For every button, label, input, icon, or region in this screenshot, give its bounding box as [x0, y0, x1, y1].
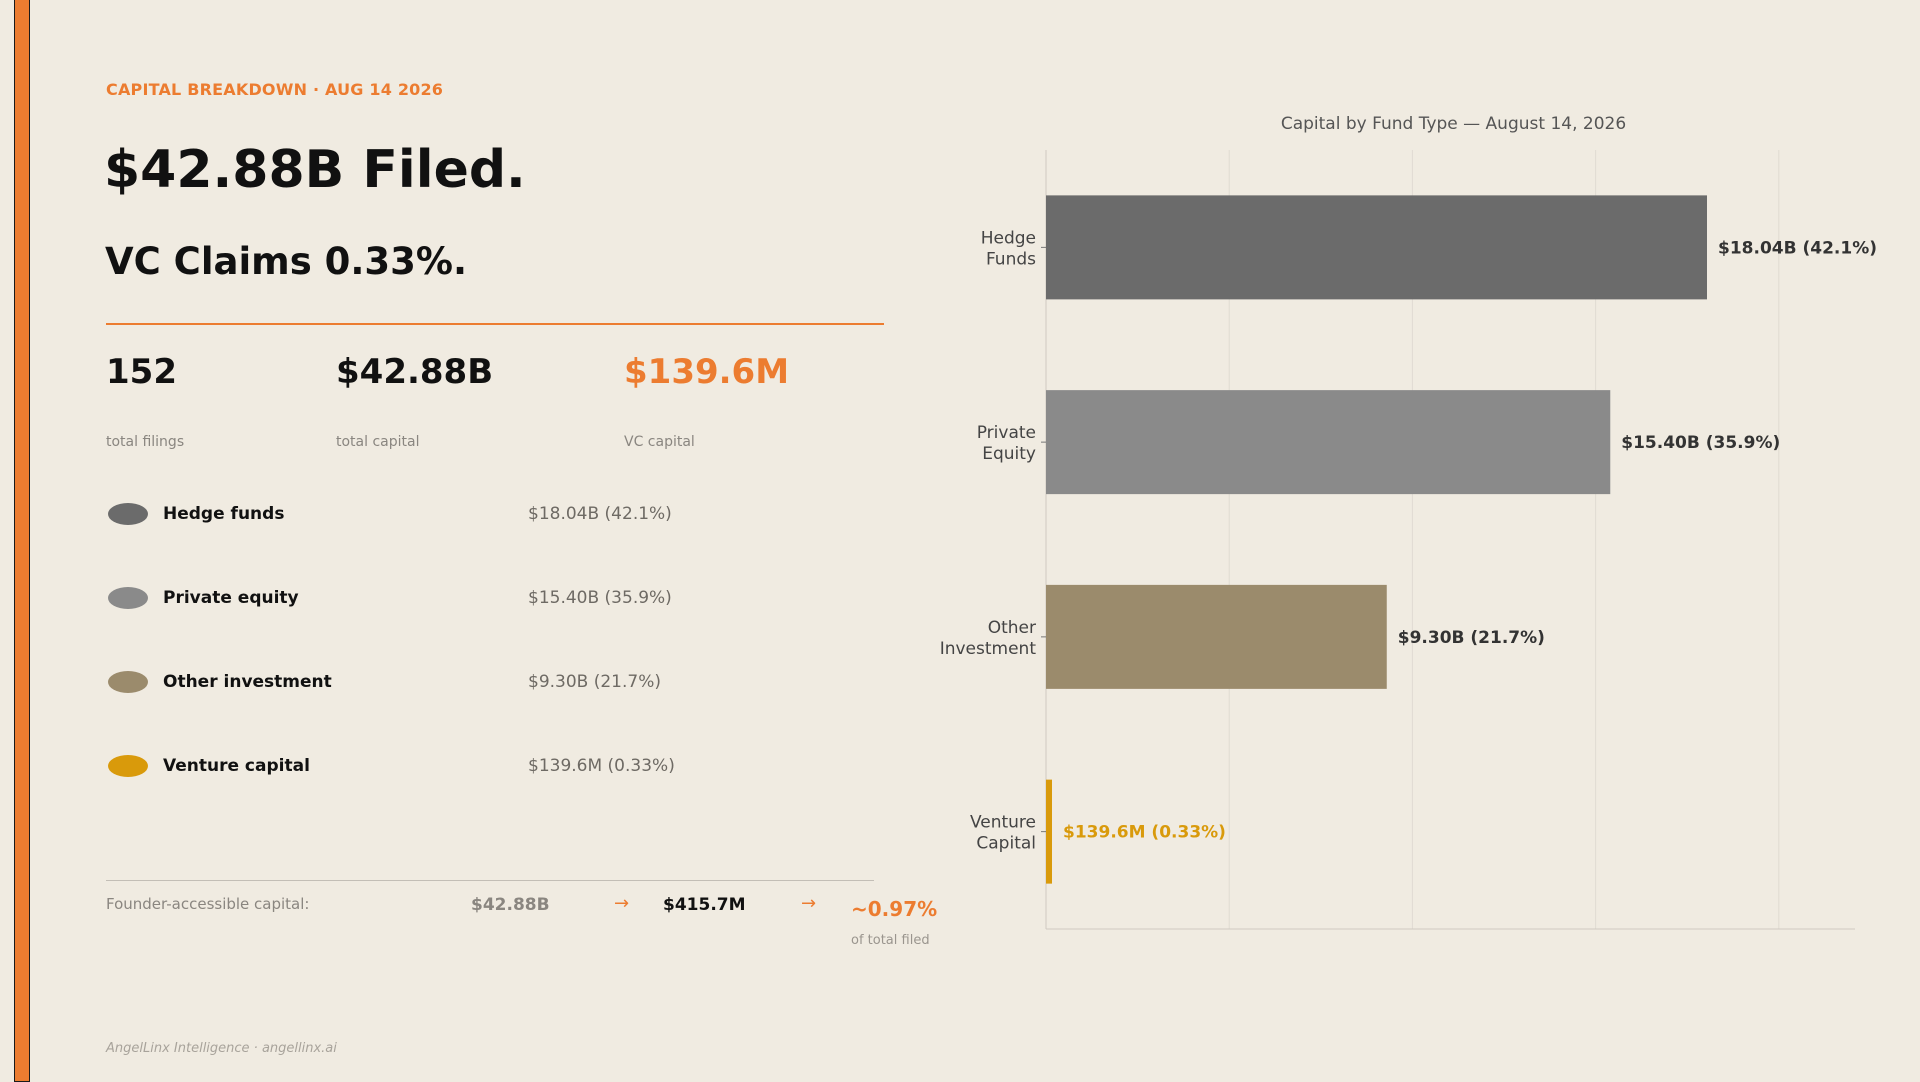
stat-label: total filings — [106, 434, 185, 450]
founder-total-value: $42.88B — [471, 895, 550, 915]
data-label: $139.6M (0.33%) — [1063, 823, 1226, 843]
founder-divider — [106, 880, 874, 881]
legend-item-venture-capital: Venture capital $139.6M (0.33%) — [106, 752, 726, 782]
legend-value: $18.04B (42.1%) — [528, 504, 672, 524]
legend-item-hedge-funds: Hedge funds $18.04B (42.1%) — [106, 500, 726, 530]
legend-value: $139.6M (0.33%) — [528, 756, 675, 776]
bar — [1046, 779, 1052, 884]
legend-name: Hedge funds — [163, 504, 285, 524]
founder-percent: ~0.97% — [851, 897, 938, 921]
y-tick-label: Hedge Funds — [981, 228, 1036, 269]
data-label: $15.40B (35.9%) — [1621, 433, 1780, 453]
stat-total-filings: 152 total filings — [106, 352, 184, 450]
y-tick-label: Venture Capital — [970, 813, 1036, 854]
stat-label: total capital — [336, 434, 420, 450]
legend-value: $15.40B (35.9%) — [528, 588, 672, 608]
arrow-right-icon: → — [614, 893, 630, 914]
divider — [106, 323, 884, 325]
footer-credit: AngelLinx Intelligence · angellinx.ai — [106, 1041, 337, 1056]
data-label: $18.04B (42.1%) — [1718, 238, 1877, 258]
chart-title: Capital by Fund Type — August 14, 2026 — [1281, 114, 1626, 134]
bar — [1046, 390, 1611, 495]
legend-name: Venture capital — [163, 756, 310, 776]
founder-percent-caption: of total filed — [851, 933, 930, 948]
stat-label: VC capital — [624, 434, 695, 450]
bar — [1046, 195, 1707, 300]
stat-value: 152 — [106, 352, 177, 392]
legend-name: Other investment — [163, 672, 332, 692]
y-tick-label: Private Equity — [977, 423, 1036, 464]
founder-vc-value: $415.7M — [663, 895, 746, 915]
page-headline: $42.88B Filed. — [104, 140, 526, 200]
legend-value: $9.30B (21.7%) — [528, 672, 662, 692]
legend-swatch — [108, 671, 148, 693]
stat-total-capital: $42.88B total capital — [336, 352, 494, 450]
stat-vc-capital: $139.6M VC capital — [624, 352, 790, 450]
legend-item-other-investment: Other investment $9.30B (21.7%) — [106, 668, 726, 698]
legend-swatch — [108, 755, 148, 777]
stat-value: $139.6M — [624, 352, 790, 392]
legend-swatch — [108, 587, 148, 609]
stat-value: $42.88B — [336, 352, 494, 392]
bar — [1046, 584, 1387, 689]
page-subhead: VC Claims 0.33%. — [105, 240, 468, 283]
data-label: $9.30B (21.7%) — [1398, 628, 1545, 648]
y-tick-label: Other Investment — [940, 618, 1037, 659]
legend-item-private-equity: Private equity $15.40B (35.9%) — [106, 584, 726, 614]
legend-name: Private equity — [163, 588, 299, 608]
arrow-right-icon: → — [801, 893, 817, 914]
eyebrow-label: CAPITAL BREAKDOWN · AUG 14 2026 — [106, 80, 444, 99]
legend-swatch — [108, 503, 148, 525]
founder-capital-label: Founder-accessible capital: — [106, 895, 310, 913]
